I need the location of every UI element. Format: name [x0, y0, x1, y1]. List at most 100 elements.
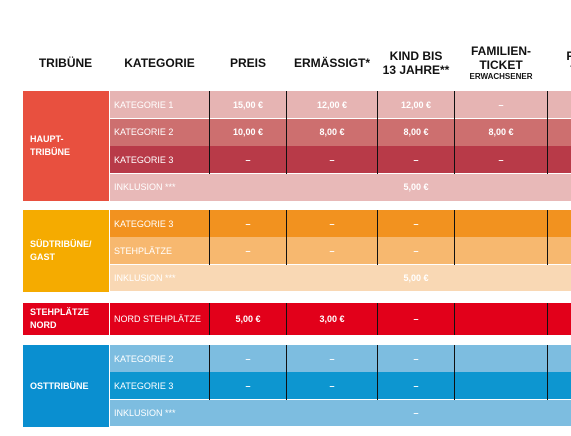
column-divider [454, 237, 455, 265]
column-header: KATEGORIE [110, 38, 209, 88]
price: – [245, 154, 251, 165]
row-bg [110, 237, 571, 265]
price: – [498, 99, 504, 110]
column-divider [286, 303, 287, 335]
category: KATEGORIE 3 [114, 218, 174, 229]
price: 3,00 € [319, 314, 345, 324]
price: – [329, 353, 335, 364]
price: – [245, 245, 251, 256]
column-divider [454, 91, 455, 119]
column-divider [454, 345, 455, 373]
row-bg [110, 118, 571, 146]
tribune-label: STEHPLÄTZE NORD [23, 303, 109, 335]
category: NORD STEHPLÄTZE [114, 314, 202, 324]
category: INKLUSION *** [114, 182, 176, 193]
price: – [329, 245, 335, 256]
column-divider [209, 372, 210, 400]
column-header: ERMÄSSIGT* [287, 38, 377, 88]
label-line: OSTTRIBÜNE [30, 380, 89, 391]
row-bg [110, 91, 571, 118]
price: 8,00 € [319, 127, 345, 138]
price: 8,00 € [488, 127, 514, 138]
price: – [329, 218, 335, 229]
column-header: PREIS [210, 38, 286, 88]
category: KATEGORIE 1 [114, 99, 174, 110]
row-bg [110, 399, 571, 427]
label-line: HAUPT- [30, 134, 64, 144]
category: KATEGORIE 2 [114, 127, 174, 138]
label-line: SÜDTRIBÜNE/ [30, 239, 92, 249]
column-divider [377, 345, 378, 373]
tribune-label: OSTTRIBÜNE [23, 345, 109, 427]
column-divider [547, 91, 548, 119]
price: – [245, 380, 251, 391]
header-line: KATEGORIE [124, 56, 195, 70]
label-line: TRIBÜNE [30, 147, 70, 157]
price: 15,00 € [232, 99, 264, 110]
column-divider [377, 237, 378, 265]
row-bg [110, 264, 571, 292]
header-line: PREIS [229, 56, 266, 70]
column-divider [454, 303, 455, 335]
column-divider [209, 237, 210, 265]
price: – [413, 218, 419, 229]
column-divider [209, 345, 210, 373]
column-header: FAMILIEN- TICKET ERWACHSENER [455, 38, 547, 88]
category: KATEGORIE 3 [114, 380, 174, 391]
column-divider [286, 118, 287, 146]
column-divider [454, 372, 455, 400]
price: – [498, 154, 504, 165]
column-divider [547, 345, 548, 373]
column-divider [377, 91, 378, 119]
category: KATEGORIE 3 [114, 154, 174, 165]
row-bg [110, 173, 571, 201]
price: 5,00 € [235, 314, 261, 324]
category: INKLUSION *** [114, 273, 176, 284]
column-divider [377, 303, 378, 335]
category: INKLUSION *** [114, 408, 176, 419]
column-divider [547, 118, 548, 146]
column-divider [377, 146, 378, 174]
label-line: STEHPLÄTZE [30, 307, 90, 317]
column-header: FAT [548, 38, 571, 88]
column-divider [286, 91, 287, 119]
price: – [413, 314, 419, 324]
column-divider [547, 237, 548, 265]
price: – [329, 380, 335, 391]
row-bg [110, 372, 571, 400]
column-divider [286, 345, 287, 373]
column-divider [454, 118, 455, 146]
merged-value: – [413, 408, 419, 419]
price: 8,00 € [403, 127, 429, 138]
price: – [413, 154, 419, 165]
row-bg [110, 210, 571, 237]
column-divider [377, 118, 378, 146]
column-divider [209, 91, 210, 119]
column-divider [454, 146, 455, 174]
column-divider [377, 210, 378, 238]
label-line: NORD [30, 320, 57, 330]
column-divider [286, 372, 287, 400]
header-sub: ERWACHSENER [469, 72, 533, 81]
column-divider [547, 146, 548, 174]
column-divider [209, 118, 210, 146]
category: KATEGORIE 2 [114, 353, 174, 364]
tribune-label: HAUPT- TRIBÜNE [23, 91, 109, 201]
price: – [413, 245, 419, 256]
label-line: GAST [30, 252, 56, 262]
price: – [329, 154, 335, 165]
column-divider [286, 237, 287, 265]
column-divider [547, 303, 548, 335]
merged-value: 5,00 € [403, 273, 429, 284]
column-divider [209, 210, 210, 238]
header-line: TICKET [479, 58, 523, 72]
header-line: KIND BIS [389, 49, 443, 63]
row-bg [110, 146, 571, 173]
tribune-label: SÜDTRIBÜNE/GAST [23, 210, 109, 292]
header-line: FA [566, 49, 571, 63]
row-bg [110, 345, 571, 372]
header-line: TRIBÜNE [38, 56, 93, 70]
price: – [413, 353, 419, 364]
column-header: KIND BIS 13 JAHRE** [378, 38, 454, 88]
